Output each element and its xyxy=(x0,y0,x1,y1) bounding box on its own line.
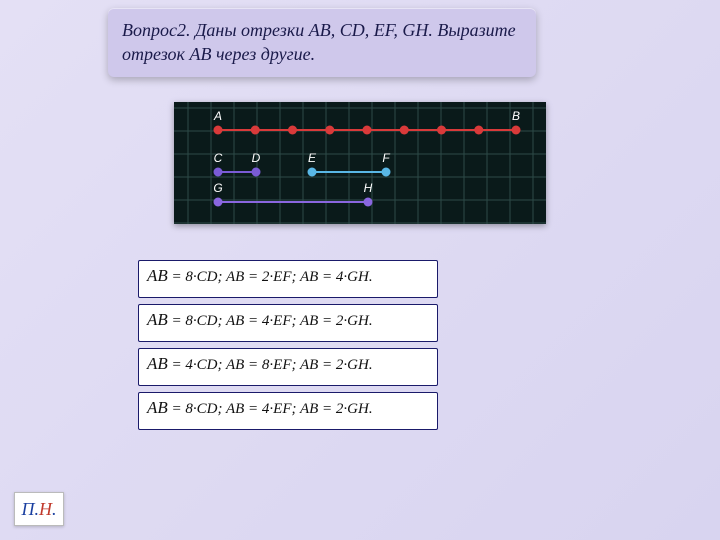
answer-option-1[interactable]: АВ = 8·CD; AB = 2·EF; AB = 4·GH. xyxy=(138,260,438,298)
answer-option-2[interactable]: АВ = 8·CD; AB = 4·EF; AB = 2·GH. xyxy=(138,304,438,342)
logo-p: П xyxy=(22,499,35,520)
svg-text:A: A xyxy=(213,109,222,123)
diagram-svg: A B C D E F G H xyxy=(174,102,546,224)
svg-text:G: G xyxy=(213,181,222,195)
answer-lead: АВ xyxy=(147,266,168,285)
svg-text:D: D xyxy=(252,151,261,165)
question-box: Вопрос2. Даны отрезки AB, CD, EF, GH. Вы… xyxy=(108,8,536,77)
logo-n: Н xyxy=(39,499,52,520)
svg-text:H: H xyxy=(364,181,373,195)
answer-rest: = 8·CD; AB = 4·EF; AB = 2·GH. xyxy=(168,401,373,417)
answer-option-3[interactable]: АВ = 4·CD; AB = 8·EF; AB = 2·GH. xyxy=(138,348,438,386)
answer-rest: = 4·CD; AB = 8·EF; AB = 2·GH. xyxy=(168,357,373,373)
svg-text:C: C xyxy=(214,151,223,165)
svg-text:B: B xyxy=(512,109,520,123)
answer-rest: = 8·CD; AB = 4·EF; AB = 2·GH. xyxy=(168,313,373,329)
answer-lead: АВ xyxy=(147,310,168,329)
logo-badge: П.Н. xyxy=(14,492,64,526)
svg-text:E: E xyxy=(308,151,317,165)
answer-lead: АВ xyxy=(147,398,168,417)
question-text: Вопрос2. Даны отрезки AB, CD, EF, GH. Вы… xyxy=(122,20,516,64)
logo-dot2: . xyxy=(52,499,57,520)
answer-list: АВ = 8·CD; AB = 2·EF; AB = 4·GH. АВ = 8·… xyxy=(138,260,438,436)
svg-text:F: F xyxy=(382,151,390,165)
answer-option-4[interactable]: АВ = 8·CD; AB = 4·EF; AB = 2·GH. xyxy=(138,392,438,430)
segments-diagram: A B C D E F G H xyxy=(174,102,546,224)
answer-rest: = 8·CD; AB = 2·EF; AB = 4·GH. xyxy=(168,269,373,285)
answer-lead: АВ xyxy=(147,354,168,373)
